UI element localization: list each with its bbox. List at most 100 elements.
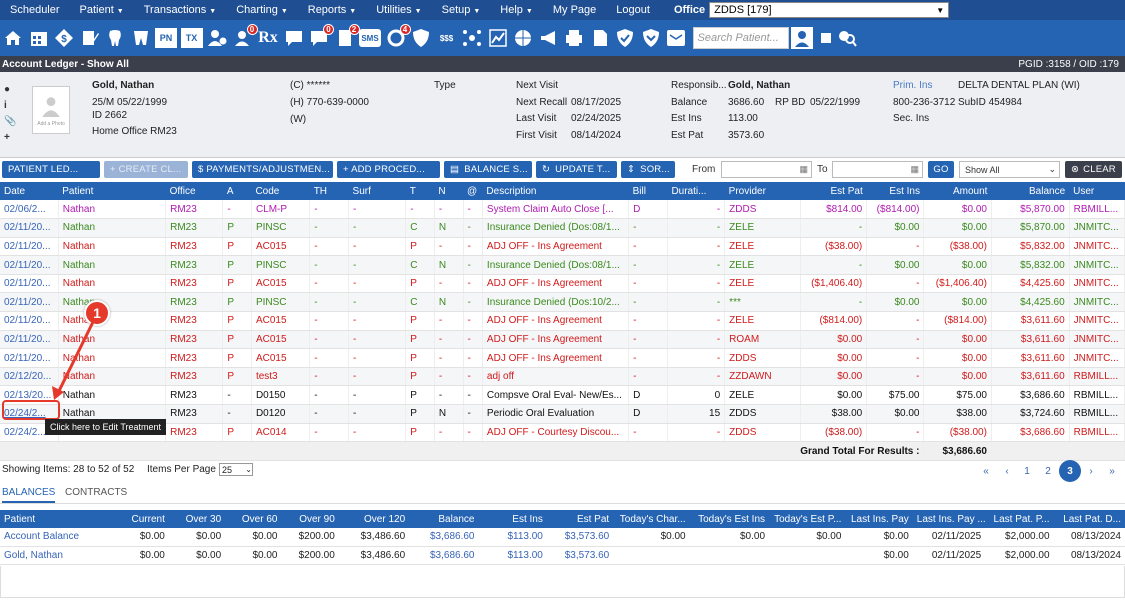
tab-balances[interactable]: BALANCES <box>2 487 56 503</box>
insurance-shield-icon[interactable] <box>410 26 432 50</box>
from-date-input[interactable]: ▦ <box>721 161 812 178</box>
folder-icon[interactable] <box>589 26 611 50</box>
column-header[interactable]: Over 120 <box>338 510 410 528</box>
table-row[interactable]: 02/06/2... Nathan RM23- CLM-P - - - - - System Cl… <box>0 200 1125 220</box>
first-page-button[interactable]: « <box>983 465 989 477</box>
column-header[interactable]: Last Ins. Pay <box>845 510 913 528</box>
user-icon[interactable]: ● <box>4 84 11 95</box>
column-header[interactable]: Est Pat <box>800 182 867 200</box>
column-header[interactable]: Last Pat. P... <box>985 510 1054 528</box>
date-link[interactable]: 02/11/20... <box>0 218 59 238</box>
add-icon[interactable]: + <box>4 132 10 143</box>
table-row[interactable]: 02/11/20... Nathan RM23 P PINSC - - C N - Insuranc… <box>0 218 1125 238</box>
sms-icon[interactable]: SMS <box>359 29 381 47</box>
column-header[interactable]: Surf <box>348 182 406 200</box>
page-2-button[interactable]: 2 <box>1045 465 1051 477</box>
column-header[interactable]: User <box>1069 182 1125 200</box>
page-3-button[interactable]: 3 <box>1059 460 1081 482</box>
balance-row[interactable]: Gold, Nathan $0.00 $0.00 $0.00 $200.00 $3,486… <box>0 546 1125 565</box>
column-header[interactable]: Current <box>93 510 169 528</box>
checkbox-icon[interactable] <box>820 26 832 50</box>
home-icon[interactable] <box>2 26 24 50</box>
chart-analytics-icon[interactable] <box>487 26 509 50</box>
date-link[interactable]: 02/12/20... <box>0 367 59 387</box>
balance-row[interactable]: Account Balance $0.00 $0.00 $0.00 $200.00 $3,… <box>0 528 1125 547</box>
table-row[interactable]: 02/11/20... Nathan RM23 P PINSC - - C N - Insuranc… <box>0 255 1125 275</box>
add-patient-icon[interactable] <box>206 26 228 50</box>
column-header[interactable]: Balance <box>991 182 1070 200</box>
balance-sheet-button[interactable]: ▤ BALANCE S... <box>444 161 532 178</box>
print-icon[interactable] <box>563 26 585 50</box>
table-row[interactable]: 02/24/2... Nathan RM23- D0120- - P N - Periodic … <box>0 404 1125 424</box>
column-header[interactable]: Today's Est P... <box>769 510 846 528</box>
column-header[interactable]: A <box>222 182 252 200</box>
to-date-input[interactable]: ▦ <box>832 161 923 178</box>
calendar-icon[interactable]: ▦ <box>910 164 919 174</box>
menu-patient[interactable]: Patient ▼ <box>70 4 134 16</box>
table-row[interactable]: 02/11/20... Nathan RM23 P AC015- - P - - ADJ OFF … <box>0 330 1125 350</box>
column-header[interactable]: Amount <box>923 182 992 200</box>
documents-icon[interactable]: 2 <box>334 24 360 50</box>
column-header[interactable]: @ <box>463 182 483 200</box>
add-procedure-button[interactable]: + ADD PROCED... <box>337 161 440 178</box>
table-row[interactable]: 02/13/20... Nathan RM23- D0150- - P - - Compsve … <box>0 385 1125 406</box>
balance-row-name[interactable]: Gold, Nathan <box>0 546 94 565</box>
menu-utilities[interactable]: Utilities ▼ <box>366 4 431 16</box>
column-header[interactable]: Over 30 <box>168 510 226 528</box>
recall-icon[interactable]: 4 <box>385 24 411 50</box>
email-icon[interactable] <box>665 26 687 50</box>
office-select[interactable]: ZDDS [179] ▼ <box>709 2 950 18</box>
menu-my-page[interactable]: My Page <box>543 4 606 16</box>
tooth-chart-icon[interactable] <box>130 26 152 50</box>
dollar-transactions-icon[interactable]: $ <box>53 26 75 50</box>
tooth-icon[interactable] <box>104 26 126 50</box>
create-claim-button[interactable]: + CREATE CL... <box>104 161 188 178</box>
column-header[interactable]: Est Pat <box>546 510 614 528</box>
patient-ledger-button[interactable]: PATIENT LED... <box>2 161 100 178</box>
paperclip-icon[interactable]: 📎 <box>4 116 17 127</box>
column-header[interactable]: T <box>405 182 435 200</box>
date-link[interactable]: 02/11/20... <box>0 292 59 313</box>
date-link[interactable]: 02/11/20... <box>0 255 59 275</box>
patient-search-icon[interactable] <box>790 27 813 49</box>
prev-page-button[interactable]: ‹ <box>1005 465 1009 477</box>
patient-photo[interactable]: Add a Photo <box>32 86 70 134</box>
column-header[interactable]: TH <box>309 182 349 200</box>
column-header[interactable]: Patient <box>0 510 94 528</box>
date-link[interactable]: 02/06/2... <box>0 200 59 220</box>
search-patient-input[interactable]: Search Patient... <box>692 27 789 49</box>
menu-scheduler[interactable]: Scheduler <box>0 4 70 16</box>
calendar-icon[interactable] <box>28 26 50 50</box>
network-icon[interactable] <box>461 26 483 50</box>
items-per-page-select[interactable]: 25 ⌄ <box>219 463 253 476</box>
date-link[interactable]: 02/11/20... <box>0 348 59 368</box>
message-icon[interactable]: 0 <box>308 24 334 50</box>
table-row[interactable]: 02/11/20... Nathan RM23 P AC015- - P - - ADJ OFF … <box>0 237 1125 257</box>
update-button[interactable]: ↻ UPDATE T... <box>536 161 617 178</box>
calendar-icon[interactable]: ▦ <box>799 164 808 174</box>
menu-charting[interactable]: Charting ▼ <box>226 4 298 16</box>
group-search-icon[interactable] <box>836 26 858 50</box>
column-header[interactable]: N <box>434 182 463 200</box>
verify-shield-icon[interactable] <box>614 26 636 50</box>
column-header[interactable]: Over 90 <box>281 510 339 528</box>
show-all-select[interactable]: Show All ⌄ <box>959 161 1060 178</box>
sort-button[interactable]: ⇕ SOR... <box>621 161 675 178</box>
column-header[interactable]: Office <box>165 182 223 200</box>
table-row[interactable]: 02/11/20... Nathan RM23 P PINSC - - C N - Insuranc… <box>0 292 1125 313</box>
clear-button[interactable]: ⊗ CLEAR <box>1065 161 1122 178</box>
column-header[interactable]: Over 60 <box>225 510 282 528</box>
prim-ins-label[interactable]: Prim. Ins <box>893 80 933 91</box>
column-header[interactable]: Bill <box>628 182 668 200</box>
column-header[interactable]: Description <box>482 182 629 200</box>
column-header[interactable]: Last Pat. D... <box>1053 510 1125 528</box>
chat-icon[interactable] <box>283 26 305 50</box>
patient-messages-icon[interactable]: 0 <box>232 24 258 50</box>
date-link[interactable]: 02/11/20... <box>0 311 59 331</box>
go-button[interactable]: GO <box>928 161 954 178</box>
menu-logout[interactable]: Logout <box>606 4 660 16</box>
date-link[interactable]: 02/11/20... <box>0 237 59 257</box>
date-link[interactable]: 02/11/20... <box>0 274 59 294</box>
megaphone-icon[interactable] <box>538 26 560 50</box>
